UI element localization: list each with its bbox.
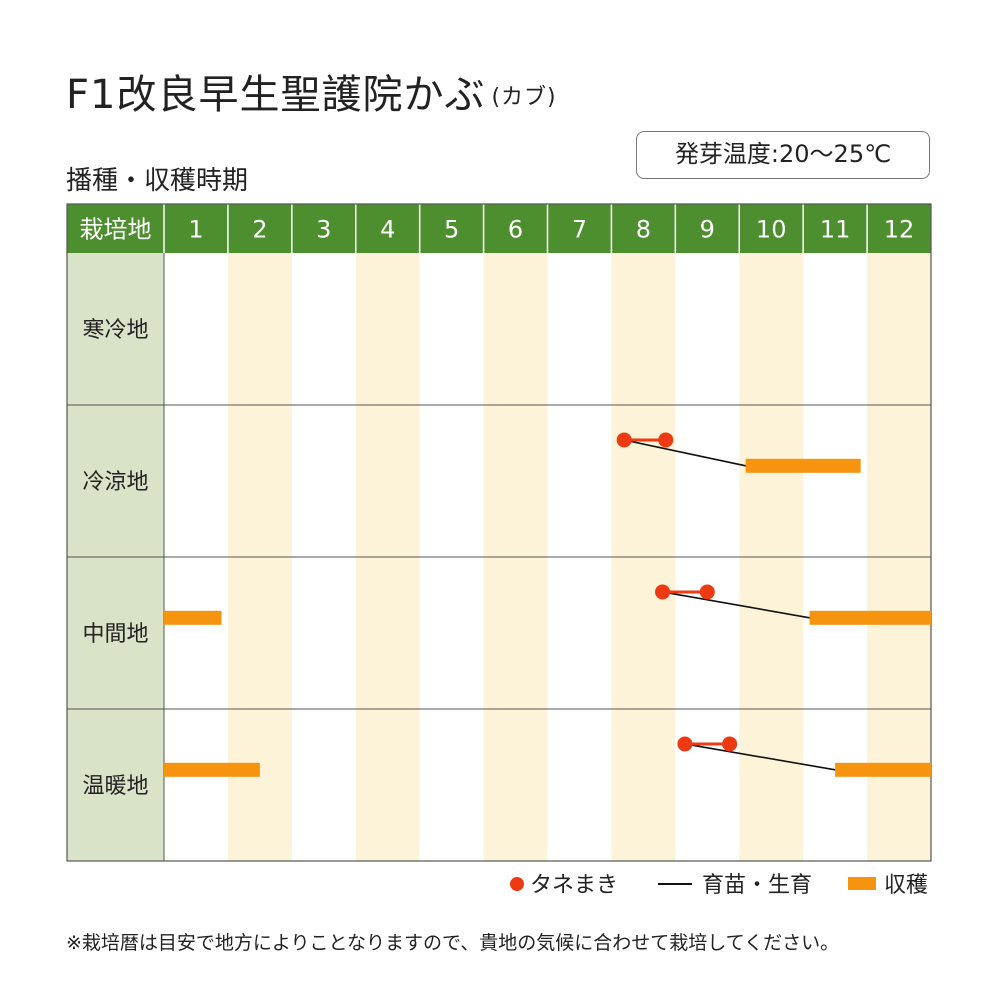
month-label-3: 3 bbox=[316, 216, 331, 244]
growing-line bbox=[662, 591, 810, 619]
chart-subtitle: 播種・収穫時期 bbox=[66, 166, 249, 196]
month-label-4: 4 bbox=[380, 216, 395, 244]
footnote: ※栽培暦は目安で地方によりことなりますので、貴地の気候に合わせて栽培してください… bbox=[66, 932, 840, 954]
harvest-bar bbox=[164, 762, 260, 777]
sowing-dot bbox=[677, 736, 693, 752]
month-label-6: 6 bbox=[508, 216, 523, 244]
harvest-bar bbox=[164, 610, 222, 625]
legend-harvest: 収穫 bbox=[848, 872, 928, 900]
chart-frame bbox=[66, 203, 932, 862]
month-label-7: 7 bbox=[572, 216, 587, 244]
region-label: 温暖地 bbox=[82, 774, 148, 799]
month-label-1: 1 bbox=[188, 216, 203, 244]
chart-title: F1改良早生聖護院かぶ (カブ) bbox=[66, 62, 557, 120]
harvest-bar bbox=[835, 762, 931, 777]
sowing-dot bbox=[722, 736, 738, 752]
legend-sowing: タネまき bbox=[510, 872, 618, 900]
header-row bbox=[67, 204, 931, 253]
sowing-dot bbox=[616, 432, 632, 448]
sowing-dot bbox=[655, 584, 671, 600]
legend-growing: 育苗・生育 bbox=[658, 872, 812, 900]
month-label-10: 10 bbox=[756, 216, 787, 244]
title-main: F1改良早生聖護院かぶ bbox=[66, 72, 486, 118]
month-label-5: 5 bbox=[444, 216, 459, 244]
legend-harvest-label: 収穫 bbox=[884, 873, 929, 898]
title-sub: (カブ) bbox=[491, 85, 557, 110]
growing-line bbox=[684, 743, 836, 771]
legend: タネまき 育苗・生育 収穫 bbox=[510, 872, 950, 902]
month-label-2: 2 bbox=[252, 216, 267, 244]
sowing-dot bbox=[658, 432, 674, 448]
month-label-8: 8 bbox=[636, 216, 651, 244]
sowing-dot-icon bbox=[510, 877, 524, 891]
harvest-bar bbox=[745, 458, 861, 473]
month-label-12: 12 bbox=[884, 216, 915, 244]
harvest-bar-icon bbox=[848, 877, 876, 890]
growing-line-icon bbox=[658, 883, 692, 885]
month-label-11: 11 bbox=[820, 216, 851, 244]
month-label-9: 9 bbox=[700, 216, 715, 244]
header-region-label: 栽培地 bbox=[80, 216, 152, 244]
growing-line bbox=[624, 439, 746, 467]
germination-temp-badge: 発芽温度:20〜25℃ bbox=[636, 131, 930, 179]
region-label: 寒冷地 bbox=[82, 318, 148, 343]
legend-sowing-label: タネまき bbox=[530, 873, 619, 898]
legend-growing-label: 育苗・生育 bbox=[702, 873, 813, 898]
sowing-dot bbox=[699, 584, 715, 600]
region-label: 冷涼地 bbox=[82, 470, 148, 495]
region-label: 中間地 bbox=[82, 622, 148, 647]
harvest-bar bbox=[809, 610, 931, 625]
